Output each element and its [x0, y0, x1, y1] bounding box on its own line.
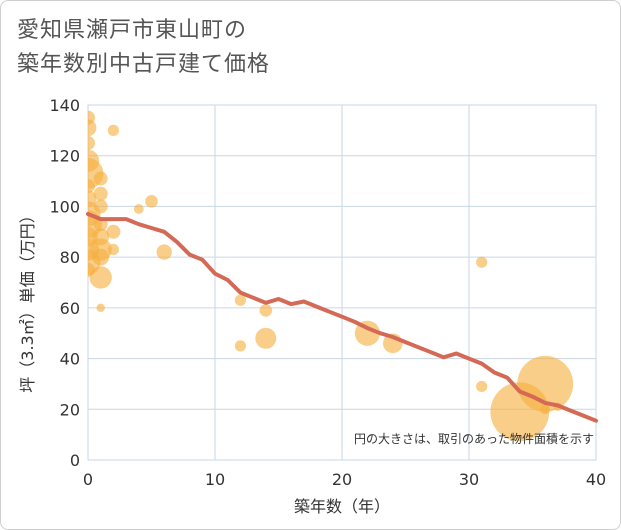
- y-tick-labels: 0 20 40 60 80 100 120 140: [49, 96, 80, 470]
- y-tick-label: 60: [60, 299, 80, 318]
- scatter-point: [255, 327, 277, 349]
- scatter-point: [145, 195, 158, 208]
- scatter-point: [92, 248, 110, 266]
- scatter-point: [133, 204, 144, 214]
- x-tick-label: 0: [83, 470, 93, 489]
- scatter-point: [88, 119, 97, 137]
- y-axis-label: 坪（3.3㎡）単価（万円）: [18, 207, 37, 392]
- scatter-point: [234, 340, 246, 352]
- scatter-point: [476, 380, 488, 393]
- y-tick-label: 40: [60, 350, 80, 369]
- x-tick-label: 30: [459, 470, 479, 489]
- scatter-point: [88, 136, 95, 151]
- scatter-point: [93, 186, 108, 201]
- scatter-point: [93, 199, 108, 214]
- y-tick-label: 20: [60, 400, 80, 419]
- size-note: 円の大きさは、取引のあった物件面積を示す: [354, 431, 594, 446]
- y-tick-label: 100: [49, 197, 80, 216]
- y-tick-label: 80: [60, 248, 80, 267]
- scatter-point: [106, 224, 121, 239]
- x-axis-label: 築年数（年）: [294, 497, 390, 516]
- scatter-point: [156, 244, 172, 260]
- scatter-point: [234, 294, 246, 306]
- scatter-point: [107, 243, 119, 256]
- scatter-point: [107, 124, 119, 136]
- chart-title-line-2: 築年数別中古戸建て価格: [17, 52, 271, 77]
- chart-title-line-1: 愛知県瀬戸市東山町の: [17, 18, 248, 43]
- trend-line: [86, 212, 598, 423]
- bubble-series: [88, 110, 574, 442]
- scatter-point: [96, 303, 105, 313]
- x-tick-label: 40: [586, 470, 606, 489]
- chart-title: 愛知県瀬戸市東山町の 築年数別中古戸建て価格: [17, 14, 270, 82]
- scatter-point: [88, 179, 95, 194]
- plot-area-border: [87, 104, 597, 461]
- x-tick-label: 10: [205, 470, 225, 489]
- y-tick-label: 140: [49, 96, 80, 115]
- scatter-point: [540, 404, 551, 415]
- y-tick-label: 0: [70, 451, 80, 470]
- scatter-point: [93, 171, 108, 186]
- scatter-point: [89, 266, 112, 289]
- scatter-point: [476, 256, 488, 268]
- x-tick-label: 20: [332, 470, 352, 489]
- y-tick-label: 120: [49, 147, 80, 166]
- x-tick-labels: 0 10 20 30 40: [83, 470, 606, 489]
- scatter-point: [259, 304, 273, 317]
